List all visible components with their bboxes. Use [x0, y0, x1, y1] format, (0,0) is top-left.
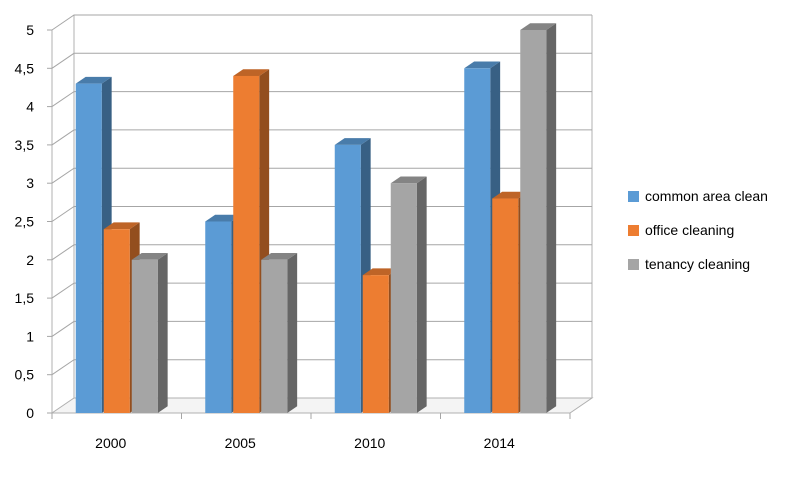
bar-front: [261, 259, 288, 413]
y-tick-label: 4: [26, 99, 34, 115]
bar-tenancy-cleaning-2000: [131, 253, 168, 413]
bar-tenancy-cleaning-2010: [390, 176, 427, 413]
bar-front: [520, 30, 547, 413]
bar-side: [546, 23, 557, 413]
bar-top: [131, 253, 168, 260]
legend-label: tenancy cleaning: [645, 256, 751, 272]
y-tick-label: 4,5: [15, 60, 35, 76]
y-tick-label: 3,5: [15, 137, 35, 153]
bar-tenancy-cleaning-2005: [261, 253, 298, 413]
gridline: [51, 167, 592, 184]
legend-label: common area clean: [645, 188, 768, 204]
bar-top: [464, 61, 501, 69]
y-tick-label: 2,5: [15, 214, 35, 230]
bars: [75, 23, 557, 414]
gridline: [51, 52, 592, 69]
legend-item-common-area-clean: common area clean: [628, 186, 798, 206]
x-tick-label: 2000: [95, 435, 126, 451]
legend-item-office-cleaning: office cleaning: [628, 220, 798, 240]
x-tick-label: 2010: [354, 435, 385, 451]
bar-common-area-clean-2010: [334, 138, 371, 413]
bar-top: [205, 214, 242, 222]
bar-front: [75, 83, 102, 414]
gridline: [51, 129, 592, 146]
bar-side: [416, 176, 427, 413]
y-tick-label: 2: [26, 252, 34, 268]
bar-front: [492, 198, 519, 413]
bar-front: [362, 275, 389, 413]
y-tick-label: 5: [26, 22, 34, 38]
y-tick-label: 3: [26, 175, 34, 191]
bar-top: [334, 138, 371, 145]
legend-swatch: [628, 258, 639, 270]
legend-label: office cleaning: [645, 222, 735, 238]
legend-swatch: [628, 190, 639, 202]
bar-top: [103, 222, 140, 230]
x-axis-ticks: 2000 2005 2010 2014: [51, 413, 571, 451]
bar-top: [390, 176, 427, 184]
y-tick-label: 1,5: [15, 290, 35, 306]
gridline: [51, 14, 592, 31]
bar-front: [131, 259, 158, 413]
gridline: [51, 91, 592, 108]
bar-front: [205, 221, 232, 413]
bar-front: [390, 183, 417, 413]
bar-top: [520, 23, 557, 30]
x-tick-label: 2005: [225, 435, 256, 451]
bar-front: [233, 75, 260, 414]
chart-walls: [50, 15, 594, 414]
bar-top: [75, 76, 112, 84]
bar-top: [233, 69, 270, 76]
bar-side: [287, 253, 298, 413]
y-tick-label: 0,5: [15, 367, 35, 383]
legend: common area clean office cleaning tenanc…: [628, 186, 798, 288]
bar-side: [157, 253, 168, 413]
legend-swatch: [628, 224, 639, 236]
bar-front: [103, 229, 130, 413]
x-tick-label: 2014: [484, 435, 515, 451]
y-tick-label: 0: [26, 405, 34, 421]
bar-top: [492, 191, 529, 199]
bar-tenancy-cleaning-2014: [520, 23, 557, 413]
legend-item-tenancy-cleaning: tenancy cleaning: [628, 254, 798, 274]
bar-top: [261, 253, 298, 260]
bar-top: [362, 268, 399, 276]
bar-front: [334, 144, 361, 413]
y-tick-label: 1: [26, 328, 34, 344]
bar-front: [464, 68, 491, 414]
y-axis-ticks: 0 0,5 1 1,5 2 2,5 3 3,5 4 4,5 5: [15, 22, 52, 421]
